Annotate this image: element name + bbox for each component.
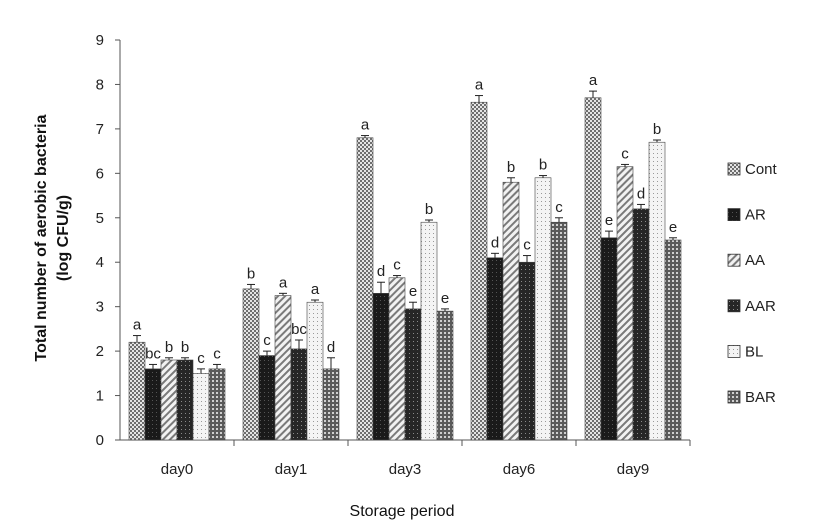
significance-letter: b bbox=[507, 159, 515, 176]
bar-bl bbox=[648, 141, 666, 441]
significance-letter: c bbox=[555, 199, 563, 216]
legend-label-ar: AR bbox=[745, 207, 766, 224]
x-category-label: day9 bbox=[617, 461, 650, 478]
bar-ar bbox=[144, 368, 162, 441]
legend-swatch-cont bbox=[727, 162, 741, 176]
bar-bl bbox=[534, 177, 552, 441]
bar-ar bbox=[486, 257, 504, 441]
bar-aa bbox=[616, 166, 634, 441]
bar-bar bbox=[436, 310, 454, 441]
x-axis-title: Storage period bbox=[350, 503, 455, 520]
x-category-label: day3 bbox=[389, 461, 422, 478]
bar-cont bbox=[128, 341, 146, 441]
y-tick-label: 2 bbox=[96, 343, 104, 360]
significance-letter: a bbox=[589, 72, 598, 89]
significance-letter: b bbox=[425, 201, 433, 218]
significance-letter: a bbox=[133, 317, 142, 334]
bar-aar bbox=[404, 308, 422, 441]
y-tick-label: 5 bbox=[96, 210, 104, 227]
significance-letter: d bbox=[377, 263, 385, 280]
legend: Cont AR AA AAR BL BAR bbox=[727, 161, 778, 406]
bar-cont bbox=[584, 97, 602, 441]
legend-label-aa: AA bbox=[745, 252, 765, 269]
y-axis-title-line1: Total number of aerobic bacteria bbox=[33, 114, 50, 361]
y-tick-label: 0 bbox=[96, 432, 104, 449]
x-category-label: day0 bbox=[161, 461, 194, 478]
significance-letter: b bbox=[539, 157, 547, 174]
bar-bl bbox=[420, 221, 438, 441]
significance-letter: d bbox=[491, 234, 499, 251]
significance-letter: c bbox=[197, 350, 205, 367]
significance-letter: e bbox=[669, 219, 677, 236]
bar-ar bbox=[258, 355, 276, 441]
legend-swatch-aar bbox=[727, 299, 741, 313]
bar-cont bbox=[470, 101, 488, 441]
bar-bar bbox=[550, 221, 568, 441]
significance-letter: a bbox=[279, 274, 288, 291]
significance-letter: bc bbox=[145, 345, 161, 362]
significance-letter: e bbox=[605, 212, 613, 229]
significance-letter: b bbox=[247, 265, 255, 282]
bar-aa bbox=[274, 295, 292, 441]
bar-bar bbox=[664, 239, 682, 441]
significance-letter: d bbox=[637, 185, 645, 202]
significance-letter: bc bbox=[291, 321, 307, 338]
significance-letter: c bbox=[263, 332, 271, 349]
x-category-label: day1 bbox=[275, 461, 308, 478]
significance-letter: b bbox=[653, 121, 661, 138]
y-tick-label: 4 bbox=[96, 254, 104, 271]
y-tick-label: 8 bbox=[96, 76, 104, 93]
y-axis-title-line2: (log CFU/g) bbox=[55, 195, 72, 281]
significance-letter: b bbox=[181, 339, 189, 356]
y-tick-label: 1 bbox=[96, 388, 104, 405]
legend-label-bl: BL bbox=[745, 343, 763, 360]
bar-aar bbox=[290, 348, 308, 441]
significance-letter: a bbox=[475, 77, 484, 94]
legend-label-aar: AAR bbox=[745, 298, 776, 315]
significance-letter: a bbox=[311, 281, 320, 298]
bar-cont bbox=[356, 137, 374, 441]
y-tick-label: 6 bbox=[96, 165, 104, 182]
axes: 0 1 2 3 4 5 6 7 8 9 day0 day1 day3 day6 day9 bbox=[96, 32, 691, 478]
significance-letter: d bbox=[327, 339, 335, 356]
significance-letter: a bbox=[361, 117, 370, 134]
bar-bl bbox=[306, 301, 324, 441]
significance-letter: b bbox=[165, 339, 173, 356]
y-tick-label: 9 bbox=[96, 32, 104, 49]
legend-label-bar: BAR bbox=[745, 389, 776, 406]
legend-label-cont: Cont bbox=[745, 161, 778, 178]
significance-letter: e bbox=[441, 290, 449, 307]
significance-letter: c bbox=[393, 257, 401, 274]
bar-ar bbox=[600, 237, 618, 441]
legend-swatch-aa bbox=[727, 253, 741, 267]
bar-aa bbox=[502, 181, 520, 441]
legend-swatch-bl bbox=[727, 344, 741, 358]
bar-bar bbox=[322, 368, 340, 441]
bar-aar bbox=[632, 208, 650, 441]
y-tick-label: 7 bbox=[96, 121, 104, 138]
bar-ar bbox=[372, 293, 390, 441]
y-tick-label: 3 bbox=[96, 299, 104, 316]
legend-swatch-bar bbox=[727, 390, 741, 404]
bar-bar bbox=[208, 368, 226, 441]
significance-letter: c bbox=[213, 345, 221, 362]
bar-aa bbox=[388, 277, 406, 441]
legend-swatch-ar bbox=[727, 208, 741, 222]
bar-cont bbox=[242, 288, 260, 441]
x-category-label: day6 bbox=[503, 461, 536, 478]
significance-letter: c bbox=[523, 237, 531, 254]
bar-aar bbox=[518, 261, 536, 441]
significance-letter: c bbox=[621, 145, 629, 162]
bar-bl bbox=[192, 373, 210, 441]
bar-aar bbox=[176, 359, 194, 441]
significance-letter: e bbox=[409, 283, 417, 300]
bar-aa bbox=[160, 359, 178, 441]
